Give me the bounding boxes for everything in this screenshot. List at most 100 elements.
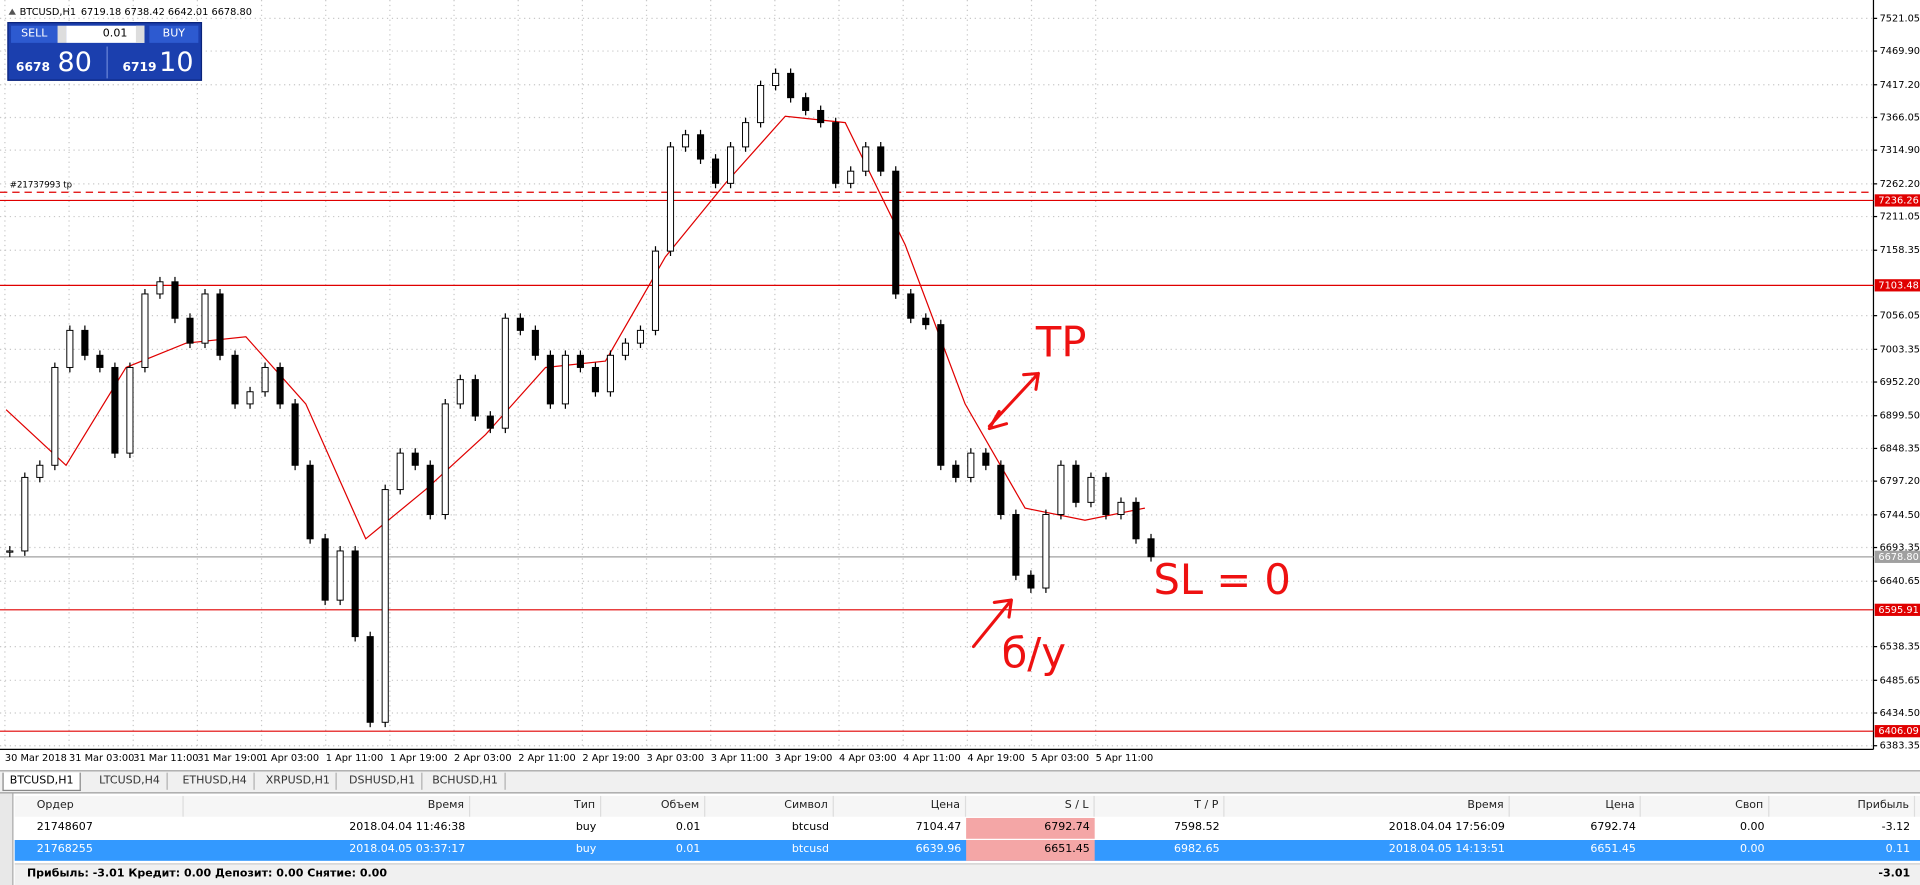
chart-tab[interactable]: BTCUSD,H1 bbox=[2, 772, 81, 792]
candle bbox=[1102, 476, 1110, 515]
candle bbox=[1042, 514, 1050, 589]
y-tick-label: 7469.90 bbox=[1880, 46, 1920, 57]
y-tick-label: 6848.35 bbox=[1880, 443, 1920, 454]
table-cell: S / L bbox=[966, 795, 1095, 817]
x-tick-label: 4 Apr 19:00 bbox=[967, 753, 1025, 764]
sell-price[interactable]: 6678 80 bbox=[11, 47, 104, 79]
table-cell: Символ bbox=[705, 795, 834, 817]
price-level-label: 6678.80 bbox=[1878, 552, 1918, 563]
candle bbox=[246, 391, 254, 405]
candle bbox=[501, 317, 509, 429]
buy-price-big: 10 bbox=[159, 47, 194, 79]
candle bbox=[411, 452, 419, 466]
table-cell: Тип bbox=[470, 795, 602, 817]
candle bbox=[126, 366, 134, 454]
candle bbox=[291, 403, 299, 466]
price-level-tag bbox=[1874, 194, 1920, 207]
table-cell: 6651.45 bbox=[1590, 843, 1636, 856]
y-tick-label: 6434.50 bbox=[1880, 708, 1920, 719]
candle bbox=[276, 366, 284, 405]
candle bbox=[51, 366, 59, 466]
candle bbox=[1057, 464, 1065, 515]
sell-button[interactable]: SELL bbox=[11, 25, 58, 43]
candle bbox=[516, 317, 524, 331]
y-tick-label: 7056.05 bbox=[1880, 311, 1920, 322]
table-cell: Цена bbox=[834, 795, 967, 817]
price-level-tag bbox=[1874, 725, 1920, 738]
annotation-tp: TP bbox=[1035, 317, 1087, 366]
price-level-label: 6595.91 bbox=[1878, 605, 1918, 616]
candle bbox=[907, 293, 915, 319]
x-tick-label: 3 Apr 03:00 bbox=[647, 753, 705, 764]
chart-tab[interactable]: BCHUSD,H1 bbox=[426, 772, 506, 790]
chart-tab[interactable]: DSHUSD,H1 bbox=[343, 772, 423, 790]
candle bbox=[802, 97, 810, 111]
candle bbox=[696, 134, 705, 160]
table-cell: Цена bbox=[1510, 795, 1641, 817]
candle bbox=[591, 366, 599, 393]
candle bbox=[231, 354, 239, 405]
chart-tab[interactable]: LTCUSD,H4 bbox=[93, 772, 168, 790]
x-tick-label: 5 Apr 11:00 bbox=[1096, 753, 1154, 764]
candle bbox=[847, 170, 855, 184]
price-level-label: 6406.09 bbox=[1878, 726, 1918, 737]
candle bbox=[651, 250, 660, 331]
candle bbox=[576, 354, 584, 368]
x-tick-label: 30 Mar 2018 bbox=[5, 753, 67, 764]
candle bbox=[1087, 476, 1095, 503]
chart-tab[interactable]: ETHUSD,H4 bbox=[176, 772, 255, 790]
candle bbox=[922, 317, 930, 326]
table-cell: 7598.52 bbox=[1174, 821, 1220, 834]
order-row[interactable]: 21748607 2018.04.04 11:46:38 buy 0.01 btcusd… bbox=[15, 817, 1920, 839]
candle bbox=[36, 464, 44, 478]
table-cell: Объем bbox=[601, 795, 706, 817]
x-tick-label: 31 Mar 03:00 bbox=[69, 753, 134, 764]
y-tick-label: 7417.20 bbox=[1880, 80, 1920, 91]
table-cell: 0.01 bbox=[675, 821, 701, 834]
y-tick-label: 6538.35 bbox=[1880, 642, 1920, 653]
candle bbox=[727, 146, 735, 184]
terminal-sidebar bbox=[0, 793, 14, 885]
table-cell: 2018.04.04 11:46:38 bbox=[349, 821, 466, 834]
y-tick-label: 7262.20 bbox=[1880, 179, 1920, 190]
candle bbox=[967, 452, 975, 478]
candle bbox=[156, 281, 164, 295]
candle bbox=[381, 489, 389, 723]
table-cell: buy bbox=[575, 821, 597, 834]
candle bbox=[546, 354, 554, 405]
table-cell: 0.00 bbox=[1739, 843, 1765, 856]
x-tick-label: 2 Apr 03:00 bbox=[454, 753, 512, 764]
candle bbox=[681, 134, 690, 148]
lot-down[interactable] bbox=[57, 25, 67, 43]
chart-ohlc: 6719.18 6738.42 6642.01 6678.80 bbox=[81, 7, 252, 18]
chart-tab[interactable]: XRPUSD,H1 bbox=[260, 772, 338, 790]
buy-button[interactable]: BUY bbox=[149, 25, 199, 43]
candle bbox=[817, 109, 825, 124]
candle bbox=[96, 354, 104, 368]
table-cell: Прибыль bbox=[1769, 795, 1916, 817]
candle bbox=[1072, 464, 1080, 503]
candle bbox=[426, 464, 434, 515]
collapse-icon[interactable] bbox=[8, 8, 16, 15]
table-cell: buy bbox=[575, 843, 597, 856]
one-click-trading: SELL 0.01 BUY 6678 80 6719 10 bbox=[7, 22, 203, 81]
candle bbox=[366, 636, 374, 723]
table-cell: 6792.74 bbox=[1590, 821, 1636, 834]
lot-up[interactable] bbox=[135, 25, 145, 43]
buy-price[interactable]: 6719 10 bbox=[106, 46, 201, 79]
candle bbox=[952, 464, 960, 478]
candle bbox=[81, 329, 89, 356]
table-cell: 21748607 bbox=[36, 821, 93, 834]
lot-input[interactable]: 0.01 bbox=[66, 25, 145, 43]
order-row[interactable]: 21768255 2018.04.05 03:37:17 buy 0.01 btcusd… bbox=[14, 840, 1920, 861]
sell-price-main: 6678 bbox=[15, 61, 51, 75]
buy-price-main: 6719 bbox=[122, 61, 157, 75]
candle bbox=[997, 464, 1005, 515]
x-tick-label: 1 Apr 19:00 bbox=[390, 753, 448, 764]
chart: BTCUSD,H1 6719.18 6738.42 6642.01 6678.8… bbox=[0, 0, 1920, 764]
candle bbox=[336, 550, 344, 601]
candle bbox=[832, 122, 840, 184]
candle bbox=[141, 293, 149, 368]
be-arrow bbox=[971, 598, 1013, 649]
